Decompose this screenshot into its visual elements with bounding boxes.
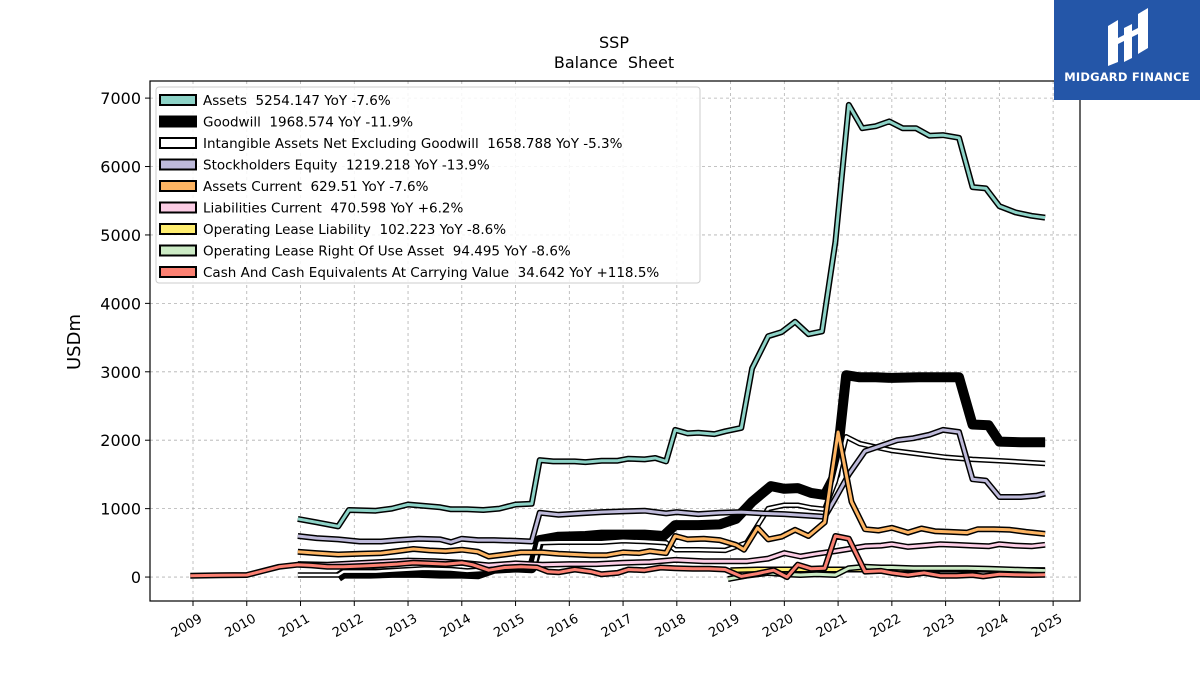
legend-box <box>155 86 701 284</box>
x-tick-label: 2025 <box>1029 611 1065 641</box>
x-tick-label: 2018 <box>653 611 689 641</box>
x-tick-label: 2021 <box>814 611 850 641</box>
legend-label: Goodwill 1968.574 YoY -11.9% <box>203 115 413 131</box>
y-tick-label: 3000 <box>100 363 141 382</box>
x-tick-label: 2015 <box>491 611 527 641</box>
series-line-stockholders-equity <box>297 428 1046 544</box>
x-tick-label: 2020 <box>760 611 796 641</box>
legend-label: Assets 5254.147 YoY -7.6% <box>203 93 391 109</box>
y-tick-label: 1000 <box>100 500 141 519</box>
y-axis-label: USDm <box>64 314 85 370</box>
legend-swatch <box>159 223 197 235</box>
series-line-cash-and-cash-equivalents-at-carrying-value <box>190 534 1046 579</box>
x-tick-label: 2010 <box>223 611 259 641</box>
legend-swatch <box>159 244 197 257</box>
y-tick-label: 7000 <box>100 89 141 108</box>
logo-text: MIDGARD FINANCE <box>1064 70 1190 84</box>
legend: Assets 5254.147 YoY -7.6% Goodwill 1968.5… <box>155 86 701 284</box>
x-tick-label: 2024 <box>975 611 1011 641</box>
series-lines <box>190 101 1046 583</box>
legend-label: Assets Current 629.51 YoY -7.6% <box>203 179 429 195</box>
x-tick-label: 2011 <box>276 611 312 641</box>
x-tick-label: 2013 <box>384 611 420 641</box>
legend-label: Cash And Cash Equivalents At Carrying Va… <box>203 265 659 281</box>
x-axis: 2009 2010 2011 2012 2013 2014 2015 2016 2017 2018… <box>169 601 1065 641</box>
y-axis: 0 1000 2000 3000 4000 5000 6000 7000 <box>100 89 150 587</box>
y-tick-label: 4000 <box>100 294 141 313</box>
legend-label: Stockholders Equity 1219.218 YoY -13.9% <box>203 158 490 174</box>
x-tick-label: 2014 <box>438 611 474 641</box>
midgard-finance-logo: MIDGARD FINANCE <box>1054 0 1200 100</box>
legend-label: Liabilities Current 470.598 YoY +6.2% <box>203 201 463 217</box>
chart-subtitle: Balance Sheet <box>554 53 674 72</box>
legend-swatch <box>159 180 197 192</box>
series-line-assets <box>297 103 1046 528</box>
legend-swatch <box>159 201 197 214</box>
x-tick-label: 2019 <box>706 611 742 641</box>
legend-label: Intangible Assets Net Excluding Goodwill… <box>203 136 623 152</box>
legend-label: Operating Lease Liability 102.223 YoY -8… <box>203 222 506 238</box>
legend-swatch <box>159 266 197 278</box>
chart-title: SSP <box>599 33 629 52</box>
y-tick-label: 5000 <box>100 226 141 245</box>
x-tick-label: 2009 <box>169 611 205 641</box>
y-tick-label: 2000 <box>100 431 141 450</box>
series-line-goodwill <box>336 371 1046 581</box>
y-tick-label: 6000 <box>100 158 141 177</box>
series-line-assets-current <box>297 430 1046 558</box>
x-tick-label: 2017 <box>599 611 635 641</box>
legend-swatch <box>159 137 197 149</box>
x-tick-label: 2023 <box>921 611 957 641</box>
legend-swatch <box>159 94 197 106</box>
x-tick-label: 2016 <box>545 611 581 641</box>
plot-frame <box>149 80 1081 602</box>
logo-mark-icon <box>1108 8 1148 66</box>
y-tick-label: 0 <box>131 568 141 587</box>
x-tick-label: 2012 <box>330 611 366 641</box>
legend-swatch <box>159 158 197 171</box>
x-tick-label: 2022 <box>868 611 904 641</box>
legend-swatch <box>159 115 197 128</box>
legend-label: Operating Lease Right Of Use Asset 94.49… <box>203 244 571 260</box>
